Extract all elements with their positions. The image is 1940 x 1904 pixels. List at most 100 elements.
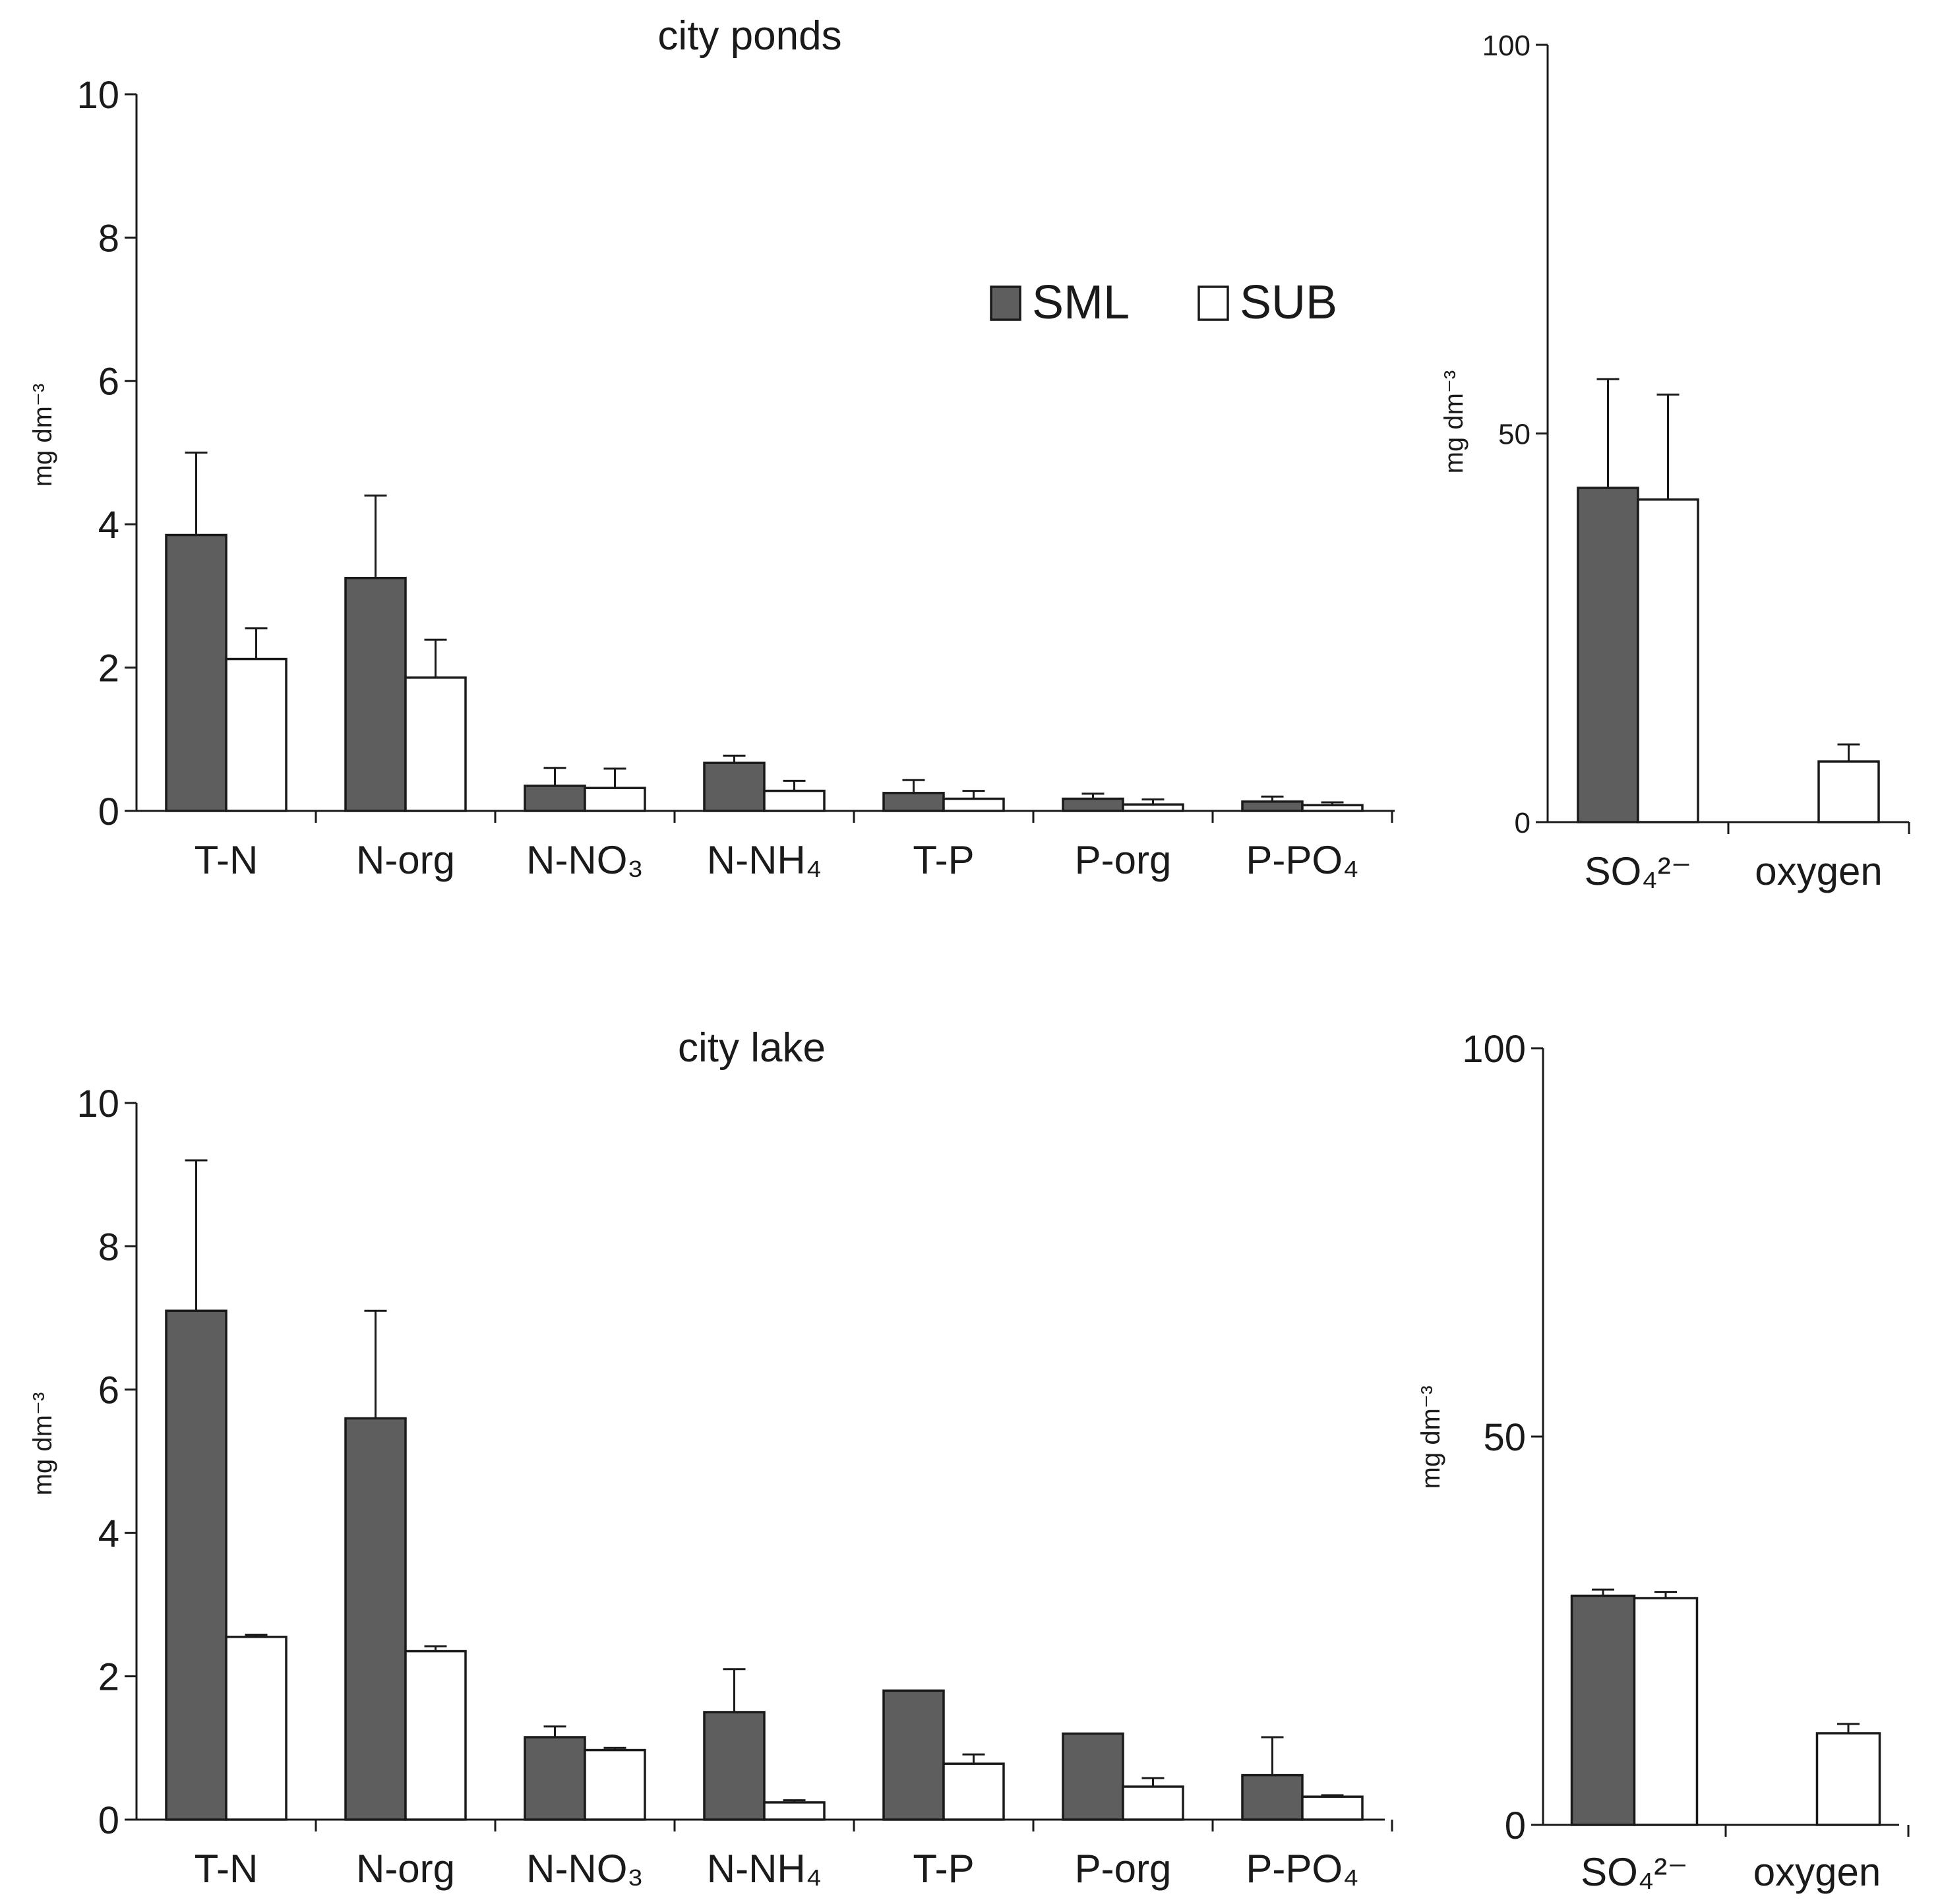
y-tick-label: 10 bbox=[76, 1083, 119, 1125]
bar-sub bbox=[1122, 1785, 1184, 1821]
y-tick-label: 100 bbox=[1462, 1028, 1526, 1071]
error-bar-sml bbox=[364, 494, 387, 578]
panel-city-lake-side: mg dm⁻³ 0 50 100 SO₄²⁻ oxygen bbox=[1416, 1028, 1910, 1894]
bar-sml bbox=[344, 576, 407, 812]
x-tick-label: N-org bbox=[356, 838, 455, 882]
bar-sub bbox=[584, 1748, 646, 1821]
bar-sub bbox=[942, 797, 1005, 812]
y-tick-label: 6 bbox=[98, 361, 119, 403]
y-tick-label: 8 bbox=[98, 217, 119, 260]
bar-sml bbox=[1577, 487, 1639, 823]
error-bar-sml bbox=[1081, 792, 1105, 799]
bar-sub bbox=[1817, 760, 1880, 823]
bar-sub bbox=[404, 1650, 467, 1821]
error-bar-sml bbox=[364, 1309, 387, 1419]
bar-sml bbox=[703, 1711, 766, 1821]
error-bar-sub bbox=[1321, 1794, 1344, 1797]
error-bar-sub bbox=[1837, 1723, 1860, 1733]
y-tick-label: 50 bbox=[1483, 1416, 1526, 1459]
x-tick-label: T-P bbox=[913, 838, 974, 882]
bar-sub bbox=[225, 1636, 288, 1821]
bar-sml bbox=[524, 1736, 586, 1821]
x-tick-label: SO₄²⁻ bbox=[1585, 849, 1692, 893]
error-bar-sub bbox=[424, 638, 447, 678]
bar-sml bbox=[703, 761, 766, 812]
bar-sml bbox=[344, 1417, 407, 1821]
bar-sml bbox=[882, 1689, 945, 1821]
bar-sub bbox=[1637, 498, 1699, 823]
x-tick-label: P-org bbox=[1075, 1847, 1172, 1891]
bar-sml bbox=[1241, 1773, 1304, 1821]
error-bar-sml bbox=[185, 1159, 208, 1311]
bar-sml bbox=[165, 533, 227, 812]
panel-city-lake-main: city lake mg dm⁻³ 0 2 4 6 8 10 T-N N-org N-NO₃ N-… bbox=[28, 1025, 1393, 1891]
y-tick-label: 8 bbox=[98, 1226, 119, 1268]
x-tick-label: SO₄²⁻ bbox=[1581, 1850, 1688, 1894]
bar-sml bbox=[1241, 800, 1304, 812]
error-bar-sub bbox=[962, 790, 985, 799]
error-bar-sub bbox=[245, 1634, 268, 1637]
x-tick-label: oxygen bbox=[1753, 1850, 1881, 1894]
error-bar-sub bbox=[1654, 1591, 1677, 1599]
bar-sml bbox=[524, 785, 586, 812]
x-tick-label: T-N bbox=[195, 838, 258, 882]
bar-sub bbox=[1301, 1795, 1364, 1821]
error-bar-sml bbox=[1261, 1736, 1284, 1775]
error-bar-sub bbox=[1837, 743, 1860, 762]
error-bar-sub bbox=[603, 1746, 626, 1750]
bar-sml bbox=[1062, 797, 1124, 812]
y-tick-label: 2 bbox=[98, 647, 119, 690]
error-bar-sub bbox=[245, 627, 268, 659]
y-axis-label: mg dm⁻³ bbox=[28, 384, 57, 487]
error-bar-sub bbox=[783, 1799, 806, 1802]
error-bar-sml bbox=[1592, 1588, 1614, 1596]
bar-sub bbox=[1633, 1597, 1699, 1826]
bar-sub bbox=[584, 787, 646, 812]
error-bar-sub bbox=[1141, 1777, 1165, 1787]
y-axis-label: mg dm⁻³ bbox=[1416, 1386, 1445, 1489]
x-tick-label: N-NO₃ bbox=[526, 1847, 644, 1891]
panel-city-ponds-main: city ponds mg dm⁻³ 0 2 4 6 8 10 T-N N-org N-NO₃ N… bbox=[28, 13, 1395, 882]
bar-sml bbox=[165, 1309, 227, 1821]
x-tick-label: N-NO₃ bbox=[526, 838, 644, 882]
chart-title: city lake bbox=[678, 1025, 826, 1071]
bar-sub bbox=[942, 1762, 1005, 1821]
error-bar-sml bbox=[902, 779, 925, 793]
y-tick-label: 0 bbox=[98, 1799, 119, 1842]
x-tick-label: oxygen bbox=[1755, 849, 1882, 893]
x-tick-label: P-org bbox=[1075, 838, 1172, 882]
error-bar-sub bbox=[424, 1645, 447, 1651]
x-tick-label: T-P bbox=[913, 1847, 974, 1891]
error-bar-sub bbox=[962, 1753, 985, 1764]
bar-sub bbox=[1815, 1732, 1881, 1826]
panel-city-ponds-side: mg dm⁻³ 0 50 100 SO₄²⁻ oxygen bbox=[1440, 30, 1910, 893]
legend-swatch-sub bbox=[1197, 285, 1229, 321]
y-tick-label: 4 bbox=[98, 504, 119, 547]
error-bar-sml bbox=[185, 452, 208, 535]
y-tick-label: 0 bbox=[1515, 807, 1531, 839]
x-tick-label: N-org bbox=[356, 1847, 455, 1891]
y-tick-label: 6 bbox=[98, 1369, 119, 1412]
y-tick-label: 0 bbox=[1505, 1804, 1526, 1847]
y-axis-label: mg dm⁻³ bbox=[28, 1392, 57, 1496]
error-bar-sub bbox=[603, 767, 626, 788]
y-tick-label: 0 bbox=[98, 790, 119, 833]
y-tick-label: 10 bbox=[76, 74, 119, 117]
error-bar-sml bbox=[723, 1668, 746, 1712]
error-bar-sml bbox=[1596, 378, 1620, 489]
y-tick-label: 4 bbox=[98, 1512, 119, 1555]
x-tick-label: N-NH₄ bbox=[707, 838, 822, 882]
bar-sub bbox=[763, 1801, 826, 1821]
error-bar-sub bbox=[1141, 798, 1165, 805]
legend-label-sub: SUB bbox=[1240, 276, 1337, 329]
error-bar-sub bbox=[783, 779, 806, 791]
bar-sub bbox=[225, 657, 288, 812]
x-tick-label: N-NH₄ bbox=[707, 1847, 822, 1891]
bar-sub bbox=[763, 789, 826, 812]
chart-title: city ponds bbox=[657, 13, 841, 59]
legend-swatch-sml bbox=[990, 285, 1021, 321]
y-tick-label: 2 bbox=[98, 1655, 119, 1698]
bar-sml bbox=[882, 792, 945, 812]
error-bar-sml bbox=[543, 1725, 566, 1737]
